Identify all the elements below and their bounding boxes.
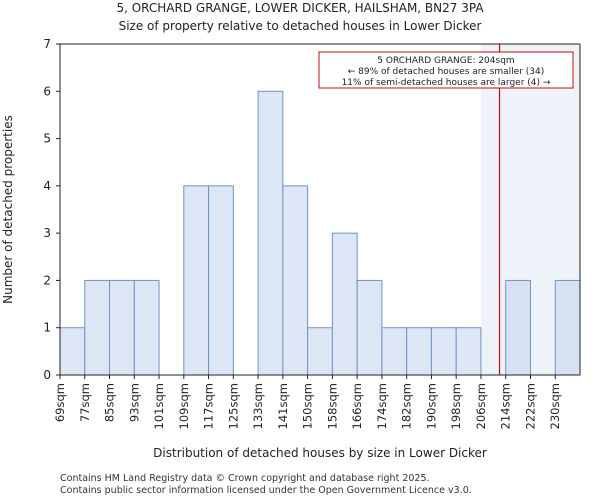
y-tick-label-1: 1 bbox=[43, 321, 51, 335]
bar-190sqm bbox=[430, 327, 457, 376]
x-tick-label-150sqm: 150sqm bbox=[301, 383, 315, 429]
bar-214sqm bbox=[505, 279, 531, 376]
bar-77sqm bbox=[84, 279, 111, 376]
y-tick-label-6: 6 bbox=[43, 84, 51, 98]
bar-150sqm bbox=[307, 327, 333, 376]
y-tick-label-2: 2 bbox=[43, 273, 51, 287]
bar-141sqm bbox=[282, 185, 309, 376]
x-axis-title: Distribution of detached houses by size … bbox=[153, 446, 487, 460]
x-tick-label-182sqm: 182sqm bbox=[400, 383, 414, 429]
x-tick-label-158sqm: 158sqm bbox=[325, 383, 339, 429]
x-tick-label-174sqm: 174sqm bbox=[375, 383, 389, 429]
x-tick-label-198sqm: 198sqm bbox=[449, 383, 463, 429]
bar-93sqm bbox=[133, 279, 160, 376]
bar-158sqm bbox=[331, 232, 358, 376]
annotation-box bbox=[318, 51, 574, 89]
x-tick-label-101sqm: 101sqm bbox=[152, 383, 166, 429]
bar-69sqm bbox=[59, 327, 86, 376]
x-tick-label-141sqm: 141sqm bbox=[276, 383, 290, 429]
x-tick-label-109sqm: 109sqm bbox=[177, 383, 191, 429]
bar-182sqm bbox=[406, 327, 432, 376]
annotation-line-1: 5 ORCHARD GRANGE: 204sqm bbox=[377, 56, 514, 66]
x-tick-label-77sqm: 77sqm bbox=[78, 383, 92, 422]
y-tick-label-7: 7 bbox=[43, 37, 51, 51]
bar-198sqm bbox=[455, 327, 482, 376]
x-tick-label-166sqm: 166sqm bbox=[350, 383, 364, 429]
bar-109sqm bbox=[183, 185, 210, 376]
x-tick-label-206sqm: 206sqm bbox=[474, 383, 488, 429]
footer-copyright: Contains HM Land Registry data © Crown c… bbox=[60, 473, 430, 484]
bar-85sqm bbox=[109, 279, 135, 376]
x-tick-label-93sqm: 93sqm bbox=[127, 383, 141, 422]
x-tick-label-85sqm: 85sqm bbox=[103, 383, 117, 422]
x-tick-label-125sqm: 125sqm bbox=[226, 383, 240, 429]
annotation-line-2: ← 89% of detached houses are smaller (34… bbox=[348, 67, 545, 77]
chart-title-line1: 5, ORCHARD GRANGE, LOWER DICKER, HAILSHA… bbox=[116, 1, 484, 15]
y-axis-title: Number of detached properties bbox=[1, 115, 15, 304]
x-tick-label-133sqm: 133sqm bbox=[251, 383, 265, 429]
footer-licence: Contains public sector information licen… bbox=[60, 485, 472, 496]
x-tick-label-69sqm: 69sqm bbox=[53, 383, 67, 422]
y-tick-label-0: 0 bbox=[43, 368, 51, 382]
x-tick-label-222sqm: 222sqm bbox=[523, 383, 537, 429]
y-tick-label-5: 5 bbox=[43, 132, 51, 146]
bar-166sqm bbox=[356, 279, 383, 376]
annotation-line-3: 11% of semi-detached houses are larger (… bbox=[342, 78, 551, 88]
x-tick-label-230sqm: 230sqm bbox=[548, 383, 562, 429]
bar-230sqm bbox=[554, 279, 581, 376]
y-tick-label-4: 4 bbox=[43, 179, 51, 193]
x-tick-label-214sqm: 214sqm bbox=[499, 383, 513, 429]
bar-133sqm bbox=[257, 90, 284, 376]
bar-117sqm bbox=[208, 185, 234, 376]
chart-title-line2: Size of property relative to detached ho… bbox=[118, 19, 482, 33]
bar-174sqm bbox=[381, 327, 408, 376]
x-tick-label-117sqm: 117sqm bbox=[202, 383, 216, 429]
histogram-chart: 0 1 2 3 4 5 6 7 69sqm 77sqm 85sqm 93sqm 101sqm 109sqm… bbox=[1, 37, 581, 460]
y-tick-label-3: 3 bbox=[43, 226, 51, 240]
x-tick-label-190sqm: 190sqm bbox=[424, 383, 438, 429]
